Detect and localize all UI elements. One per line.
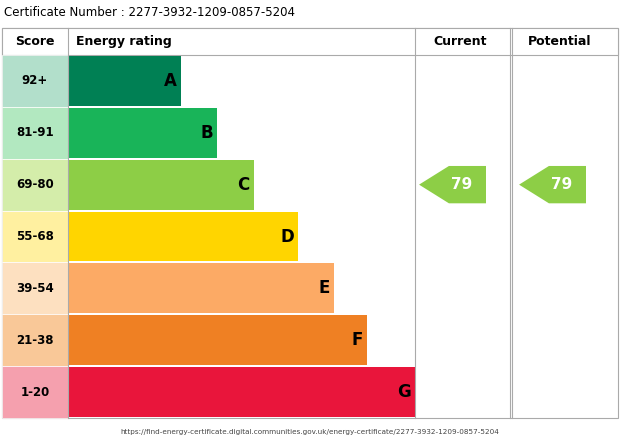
Text: Energy rating: Energy rating [76,35,172,48]
Text: 92+: 92+ [22,74,48,88]
Bar [68,108,217,158]
Bar [68,160,254,209]
Bar [2,314,68,366]
Text: https://find-energy-certificate.digital.communities.gov.uk/energy-certificate/22: https://find-energy-certificate.digital.… [120,429,500,435]
Text: D: D [280,227,294,246]
Text: Certificate Number : 2277-3932-1209-0857-5204: Certificate Number : 2277-3932-1209-0857… [4,6,295,18]
Text: 79: 79 [551,177,573,192]
Bar [2,211,68,262]
Text: 21-38: 21-38 [16,334,54,347]
Text: A: A [164,72,177,90]
Text: F: F [351,331,363,349]
Text: 69-80: 69-80 [16,178,54,191]
Text: 1-20: 1-20 [20,385,50,399]
Bar [68,367,415,417]
Bar [2,28,618,55]
Polygon shape [519,166,586,203]
Bar [68,56,181,106]
Text: Current: Current [433,35,487,48]
Text: E: E [319,279,330,297]
Bar [2,159,68,211]
Bar [2,107,68,159]
Text: Potential: Potential [528,35,591,48]
Bar [2,262,68,314]
Bar [68,212,298,261]
Bar [2,55,68,107]
Text: C: C [237,176,250,194]
Bar [2,28,618,418]
Bar [2,366,68,418]
Text: Score: Score [16,35,55,48]
Bar [68,264,334,313]
Bar [68,315,366,365]
Text: G: G [397,383,411,401]
Text: 81-91: 81-91 [16,126,54,139]
Text: 39-54: 39-54 [16,282,54,295]
Text: 79: 79 [451,177,472,192]
Text: 55-68: 55-68 [16,230,54,243]
Text: B: B [201,124,213,142]
Polygon shape [419,166,486,203]
